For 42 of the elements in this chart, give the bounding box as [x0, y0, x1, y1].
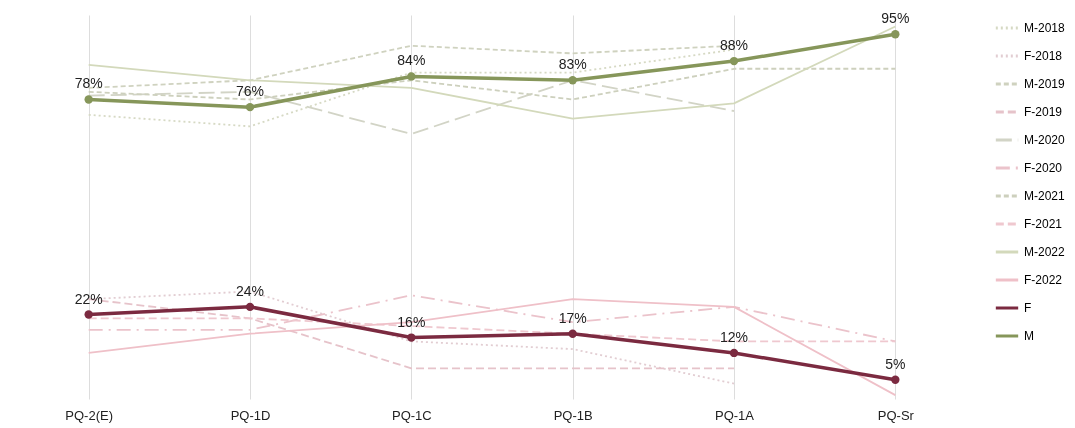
point [407, 333, 416, 342]
point [84, 310, 93, 319]
data-label: 88% [719, 37, 749, 54]
data-label: 76% [235, 83, 265, 100]
point [407, 72, 416, 81]
x-tick-label: PQ-1C [391, 407, 432, 423]
legend-label: M-2020 [1024, 133, 1066, 147]
data-label: 78% [74, 75, 103, 92]
data-label: 95% [881, 10, 910, 27]
legend-label: F [1024, 301, 1032, 315]
point [891, 30, 900, 39]
data-label: 22% [74, 290, 103, 307]
point [729, 348, 739, 358]
x-tick-label: PQ-2(E) [65, 407, 113, 423]
legend-label: F-2018 [1024, 49, 1063, 63]
point [84, 95, 93, 104]
legend-label: F-2022 [1024, 273, 1063, 287]
legend-label: F-2021 [1024, 217, 1063, 231]
data-label: 16% [397, 313, 426, 330]
data-label: 5% [885, 355, 906, 372]
point [891, 375, 900, 384]
point [245, 102, 255, 112]
data-label: 17% [558, 309, 587, 326]
legend-label: M-2019 [1024, 77, 1066, 91]
legend-label: M-2018 [1024, 21, 1066, 35]
point [245, 302, 255, 312]
point [729, 56, 739, 66]
legend-label: M [1024, 329, 1034, 343]
point [568, 76, 577, 85]
x-tick-label: PQ-1A [714, 407, 755, 423]
x-tick-label: PQ-Sr [877, 407, 915, 423]
legend-label: F-2019 [1024, 105, 1063, 119]
legend-label: F-2020 [1024, 161, 1063, 175]
data-label: 12% [719, 328, 749, 345]
data-label: 84% [397, 52, 426, 69]
x-tick-label: PQ-1B [553, 407, 593, 423]
data-label: 83% [558, 56, 587, 73]
legend-label: M-2021 [1024, 189, 1066, 203]
data-label: 24% [235, 282, 265, 299]
x-tick-label: PQ-1D [230, 407, 271, 423]
point [568, 329, 577, 338]
legend-label: M-2022 [1024, 245, 1066, 259]
